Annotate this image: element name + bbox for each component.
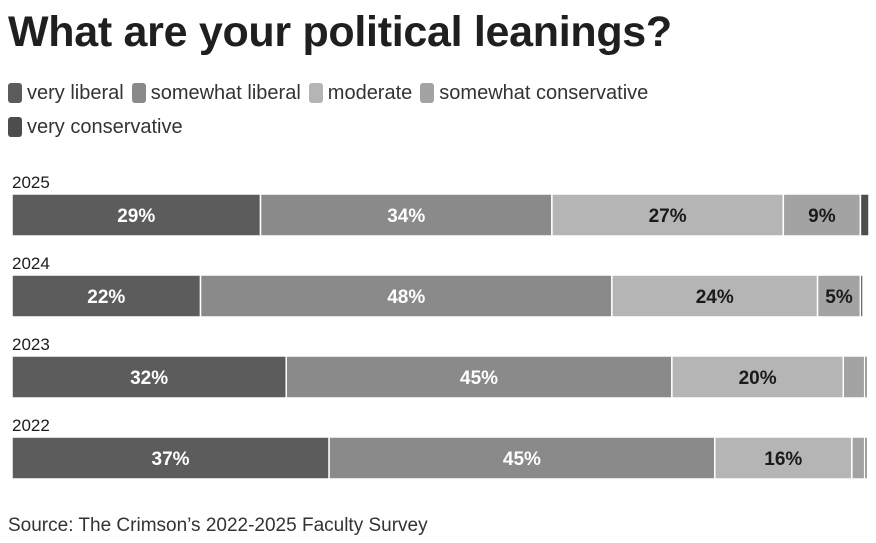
bar-segment xyxy=(199,274,613,318)
year-label: 2025 xyxy=(12,173,50,192)
bar-segment xyxy=(713,436,853,480)
data-label: 48% xyxy=(387,287,425,308)
year-label: 2023 xyxy=(12,335,50,354)
data-label: 24% xyxy=(696,287,734,308)
bar-segment xyxy=(863,355,869,399)
legend-swatch xyxy=(420,83,435,103)
legend-label: moderate xyxy=(327,81,413,104)
bar-segment xyxy=(611,274,819,318)
legend-label: very liberal xyxy=(27,81,124,104)
bar-segment xyxy=(11,355,287,399)
bar-segment xyxy=(851,436,866,480)
legend-label: somewhat liberal xyxy=(150,81,301,104)
year-label: 2024 xyxy=(12,254,50,273)
bar-segment xyxy=(285,355,673,399)
bar-segment xyxy=(863,436,869,480)
bar-segment xyxy=(11,193,262,237)
legend-label: somewhat conservative xyxy=(439,81,649,104)
legend-swatch xyxy=(8,83,22,103)
data-label: 20% xyxy=(739,368,777,389)
bar-segment xyxy=(842,355,866,399)
data-label: 16% xyxy=(764,449,802,470)
legend-swatch xyxy=(308,83,323,103)
bar-segment xyxy=(859,193,870,237)
data-label: 22% xyxy=(87,287,125,308)
data-label: 45% xyxy=(460,368,498,389)
stacked-bar-chart: 2025 29% 34% 27% 9% 2024 22% 48% 24% 5% 2023 32% 45%… xyxy=(11,173,870,480)
bar-segment xyxy=(259,193,553,237)
bar-segment xyxy=(11,436,330,480)
bar-segment xyxy=(816,274,862,318)
data-label: 29% xyxy=(117,206,155,227)
data-label: 27% xyxy=(649,206,687,227)
legend-item: very conservative xyxy=(8,116,183,138)
legend-item: moderate xyxy=(308,81,413,104)
legend-item: very liberal xyxy=(8,82,124,104)
data-label: 34% xyxy=(387,206,425,227)
legend-item: somewhat liberal xyxy=(131,81,301,104)
legend-swatch xyxy=(8,117,22,137)
data-label: 37% xyxy=(152,449,190,470)
bar-segment xyxy=(11,274,202,318)
legend-label: very conservative xyxy=(27,115,183,138)
bar-segment xyxy=(551,193,785,237)
source-note: Source: The Crimson’s 2022-2025 Faculty … xyxy=(8,515,428,536)
data-label: 45% xyxy=(503,449,541,470)
legend-swatch xyxy=(131,83,146,103)
legend: very liberal somewhat liberal moderate some… xyxy=(8,82,848,138)
data-label: 5% xyxy=(825,287,853,308)
data-label: 9% xyxy=(808,206,836,227)
bar-segment xyxy=(859,274,864,318)
data-label: 32% xyxy=(130,368,168,389)
year-label: 2022 xyxy=(12,416,50,435)
chart-title: What are your political leanings? xyxy=(8,8,672,56)
bar-segment xyxy=(328,436,716,480)
legend-item: somewhat conservative xyxy=(420,82,648,104)
